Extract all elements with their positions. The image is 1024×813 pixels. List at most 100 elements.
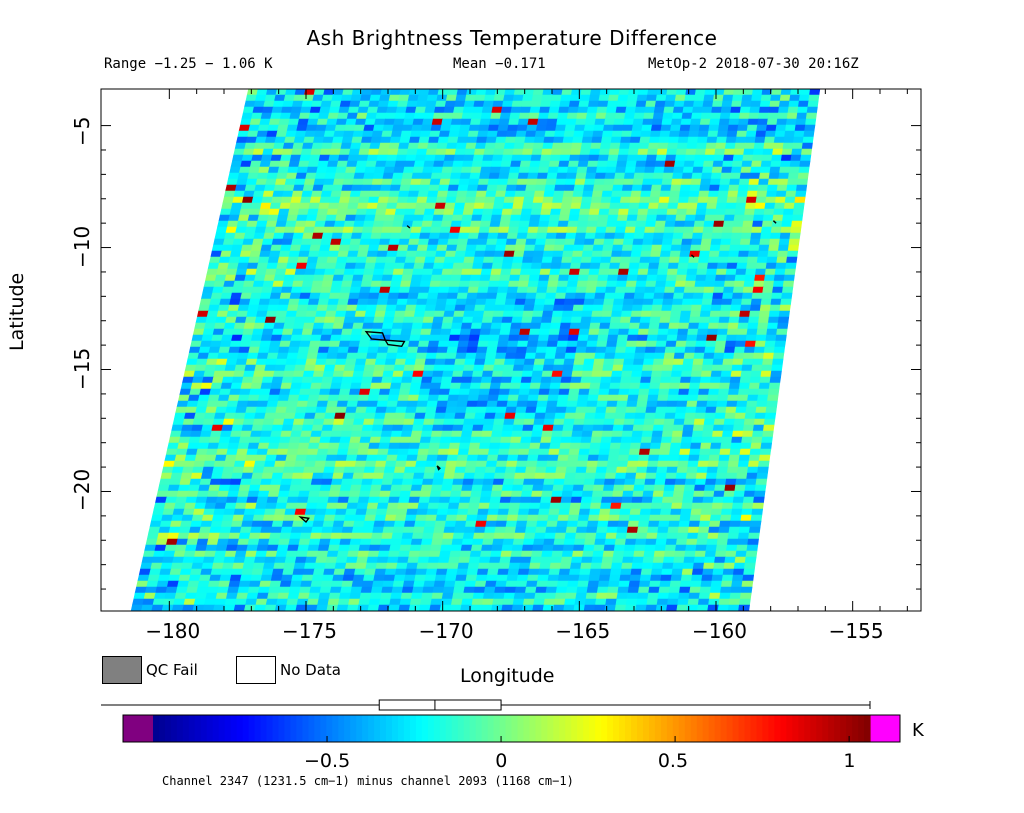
heatmap-cell — [617, 268, 630, 276]
heatmap-cell — [639, 316, 652, 324]
heatmap-cell — [611, 370, 623, 378]
heatmap-cell — [251, 376, 264, 384]
heatmap-cell — [558, 106, 570, 114]
heatmap-cell — [372, 268, 385, 276]
heatmap-cell — [387, 196, 399, 204]
heatmap-cell — [521, 544, 534, 552]
heatmap-cell — [470, 220, 482, 228]
heatmap-cell — [200, 382, 213, 390]
heatmap-cell — [581, 136, 594, 144]
heatmap-cell — [500, 268, 512, 276]
heatmap-cell — [667, 526, 680, 534]
heatmap-cell — [426, 196, 438, 204]
heatmap-cell — [553, 538, 566, 546]
heatmap-cell — [417, 94, 429, 102]
heatmap-cell — [493, 418, 506, 426]
heatmap-cell — [497, 286, 509, 294]
heatmap-cell — [681, 298, 694, 306]
heatmap-cell — [184, 502, 197, 510]
heatmap-cell — [287, 544, 300, 552]
heatmap-cell — [571, 550, 584, 558]
heatmap-cell — [403, 466, 416, 474]
heatmap-cell — [593, 124, 605, 132]
heatmap-cell — [410, 328, 423, 336]
heatmap-cell — [357, 496, 370, 504]
heatmap-cell — [585, 346, 597, 354]
heatmap-cell — [240, 160, 252, 168]
heatmap-cell — [717, 124, 730, 132]
heatmap-cell — [300, 580, 313, 588]
heatmap-cell — [368, 148, 380, 156]
heatmap-cell — [466, 89, 478, 96]
heatmap-cell — [419, 280, 432, 288]
heatmap-cell — [637, 520, 650, 528]
heatmap-cell — [208, 484, 221, 492]
heatmap-cell — [722, 286, 735, 294]
heatmap-cell — [615, 466, 628, 474]
heatmap-cell — [758, 382, 771, 390]
heatmap-cell — [501, 154, 514, 162]
heatmap-cell — [505, 580, 518, 588]
heatmap-cell — [399, 232, 412, 240]
heatmap-cell — [227, 490, 240, 498]
heatmap-cell — [698, 256, 710, 264]
heatmap-cell — [404, 160, 416, 168]
heatmap-cell — [510, 436, 522, 444]
heatmap-cell — [552, 544, 565, 552]
heatmap-cell — [624, 412, 637, 420]
heatmap-cell — [684, 154, 696, 162]
heatmap-cell — [345, 166, 357, 174]
heatmap-cell — [527, 334, 540, 342]
heatmap-cell — [572, 364, 585, 372]
heatmap-cell — [307, 544, 320, 552]
heatmap-cell — [258, 346, 271, 354]
heatmap-cell — [682, 292, 695, 300]
heatmap-cell — [521, 316, 533, 324]
heatmap-cell — [673, 484, 686, 492]
heatmap-cell — [241, 244, 253, 252]
heatmap-cell — [584, 178, 596, 186]
heatmap-cell — [653, 106, 666, 114]
heatmap-cell — [257, 214, 270, 222]
heatmap-cell — [492, 364, 505, 372]
heatmap-cell — [724, 484, 736, 492]
heatmap-cell — [623, 544, 636, 552]
heatmap-cell — [593, 238, 605, 246]
heatmap-cell — [169, 520, 183, 528]
heatmap-cell — [259, 250, 272, 258]
heatmap-cell — [479, 328, 492, 336]
heatmap-cell — [394, 208, 407, 216]
heatmap-cell — [580, 89, 592, 96]
heatmap-cell — [493, 250, 506, 258]
heatmap-cell — [282, 190, 294, 198]
heatmap-cell — [209, 526, 222, 534]
heatmap-cell — [534, 352, 547, 360]
heatmap-cell — [408, 496, 421, 504]
heatmap-cell — [489, 118, 501, 126]
heatmap-cell — [284, 412, 297, 420]
heatmap-cell — [648, 448, 661, 456]
heatmap-cell — [593, 418, 606, 426]
heatmap-cell — [486, 184, 498, 192]
heatmap-cell — [225, 268, 238, 276]
heatmap-cell — [204, 454, 217, 462]
heatmap-cell — [217, 490, 230, 498]
heatmap-cell — [521, 148, 534, 156]
heatmap-cell — [262, 148, 274, 156]
heatmap-cell — [714, 412, 727, 420]
heatmap-cell — [688, 382, 701, 390]
heatmap-cell — [292, 418, 305, 426]
heatmap-cell — [399, 382, 412, 390]
heatmap-cell — [477, 394, 490, 402]
heatmap-cell — [298, 490, 311, 498]
heatmap-cell — [366, 400, 379, 408]
heatmap-cell — [692, 424, 705, 432]
heatmap-cell — [559, 502, 572, 510]
heatmap-cell — [215, 406, 228, 414]
heatmap-cell — [485, 298, 497, 306]
heatmap-cell — [234, 364, 247, 372]
heatmap-cell — [290, 196, 303, 204]
heatmap-cell — [581, 430, 594, 438]
heatmap-cell — [650, 184, 663, 192]
heatmap-cell — [546, 460, 559, 468]
